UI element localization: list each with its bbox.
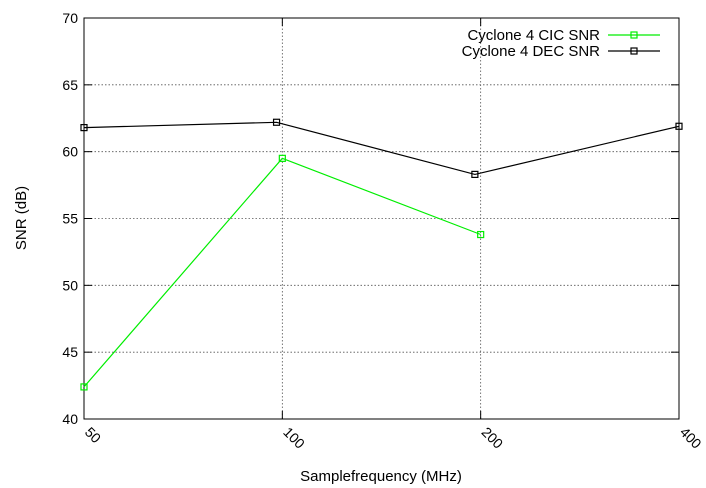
y-tick-label: 40	[62, 411, 78, 427]
data-point	[80, 383, 88, 391]
legend-entry: Cyclone 4 DEC SNR	[462, 43, 660, 60]
series-1	[80, 154, 485, 391]
legend-marker	[630, 31, 638, 39]
x-tick-label: 400	[677, 424, 705, 452]
y-tick-label: 70	[62, 10, 78, 26]
y-tick-label: 45	[62, 344, 78, 360]
y-tick-label: 50	[62, 277, 78, 293]
legend-label: Cyclone 4 DEC SNR	[462, 43, 601, 60]
data-point	[272, 118, 281, 126]
x-axis-tick-labels: 50 100 200 400	[82, 424, 705, 452]
legend-entry: Cyclone 4 CIC SNR	[467, 27, 660, 44]
y-axis-label: SNR (dB)	[13, 186, 30, 250]
y-axis-tick-labels: 40 45 50 55 60 65 70	[62, 10, 78, 427]
data-point	[477, 230, 485, 239]
data-series	[80, 118, 683, 391]
axis-ticks	[83, 17, 680, 420]
legend-label: Cyclone 4 CIC SNR	[467, 27, 600, 44]
y-tick-label: 60	[62, 144, 78, 160]
grid-lines	[84, 18, 679, 419]
y-tick-label: 65	[62, 77, 78, 93]
series-line	[83, 157, 481, 388]
legend-marker	[630, 47, 638, 55]
data-point	[471, 170, 479, 178]
x-tick-label: 200	[479, 424, 507, 452]
data-point	[675, 122, 683, 130]
x-tick-label: 100	[280, 424, 308, 452]
x-axis-label: Samplefrequency (MHz)	[300, 468, 462, 485]
x-tick-label: 50	[82, 424, 104, 446]
y-tick-label: 55	[62, 211, 78, 227]
series-2	[80, 118, 683, 178]
data-point	[80, 124, 88, 132]
series-line	[83, 121, 680, 176]
data-point	[278, 154, 286, 162]
